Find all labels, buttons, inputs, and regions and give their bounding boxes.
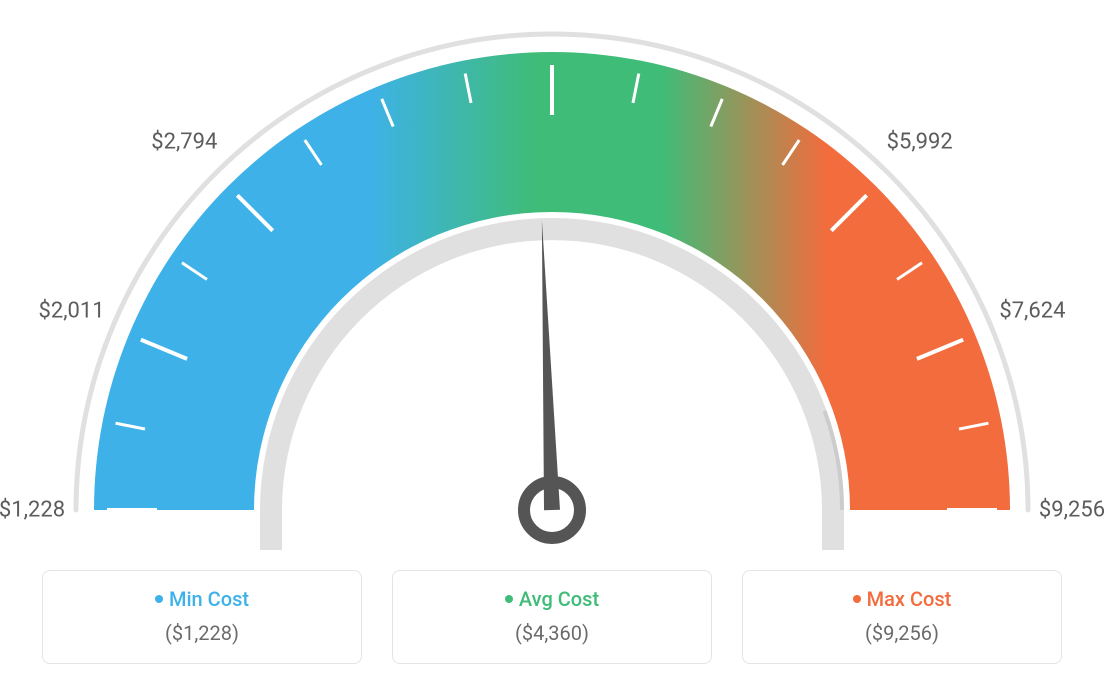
gauge-tick-label: $4,360 — [519, 0, 585, 3]
gauge-svg — [0, 0, 1104, 560]
gauge-tick-label: $2,011 — [39, 299, 105, 324]
legend-min-value: ($1,228) — [43, 621, 361, 645]
gauge-tick-label: $2,794 — [151, 130, 217, 155]
legend-max-value: ($9,256) — [743, 621, 1061, 645]
dot-icon — [155, 595, 163, 603]
legend-card-avg: Avg Cost ($4,360) — [392, 570, 712, 664]
legend-avg-label: Avg Cost — [519, 587, 599, 611]
legend-title-min: Min Cost — [43, 587, 361, 611]
gauge-tick-label: $1,228 — [0, 498, 65, 523]
legend-title-avg: Avg Cost — [393, 587, 711, 611]
dot-icon — [853, 595, 861, 603]
legend-card-min: Min Cost ($1,228) — [42, 570, 362, 664]
gauge-tick-label: $7,624 — [999, 299, 1065, 324]
gauge-tick-label: $5,992 — [887, 130, 953, 155]
legend-max-label: Max Cost — [867, 587, 952, 611]
legend-min-label: Min Cost — [169, 587, 249, 611]
legend-row: Min Cost ($1,228) Avg Cost ($4,360) Max … — [0, 570, 1104, 664]
gauge-chart: $1,228 $2,011 $2,794 $4,360 $5,992 $7,624 $9,2… — [0, 0, 1104, 560]
legend-card-max: Max Cost ($9,256) — [742, 570, 1062, 664]
legend-title-max: Max Cost — [743, 587, 1061, 611]
dot-icon — [505, 595, 513, 603]
legend-avg-value: ($4,360) — [393, 621, 711, 645]
gauge-tick-label: $9,256 — [1039, 498, 1104, 523]
